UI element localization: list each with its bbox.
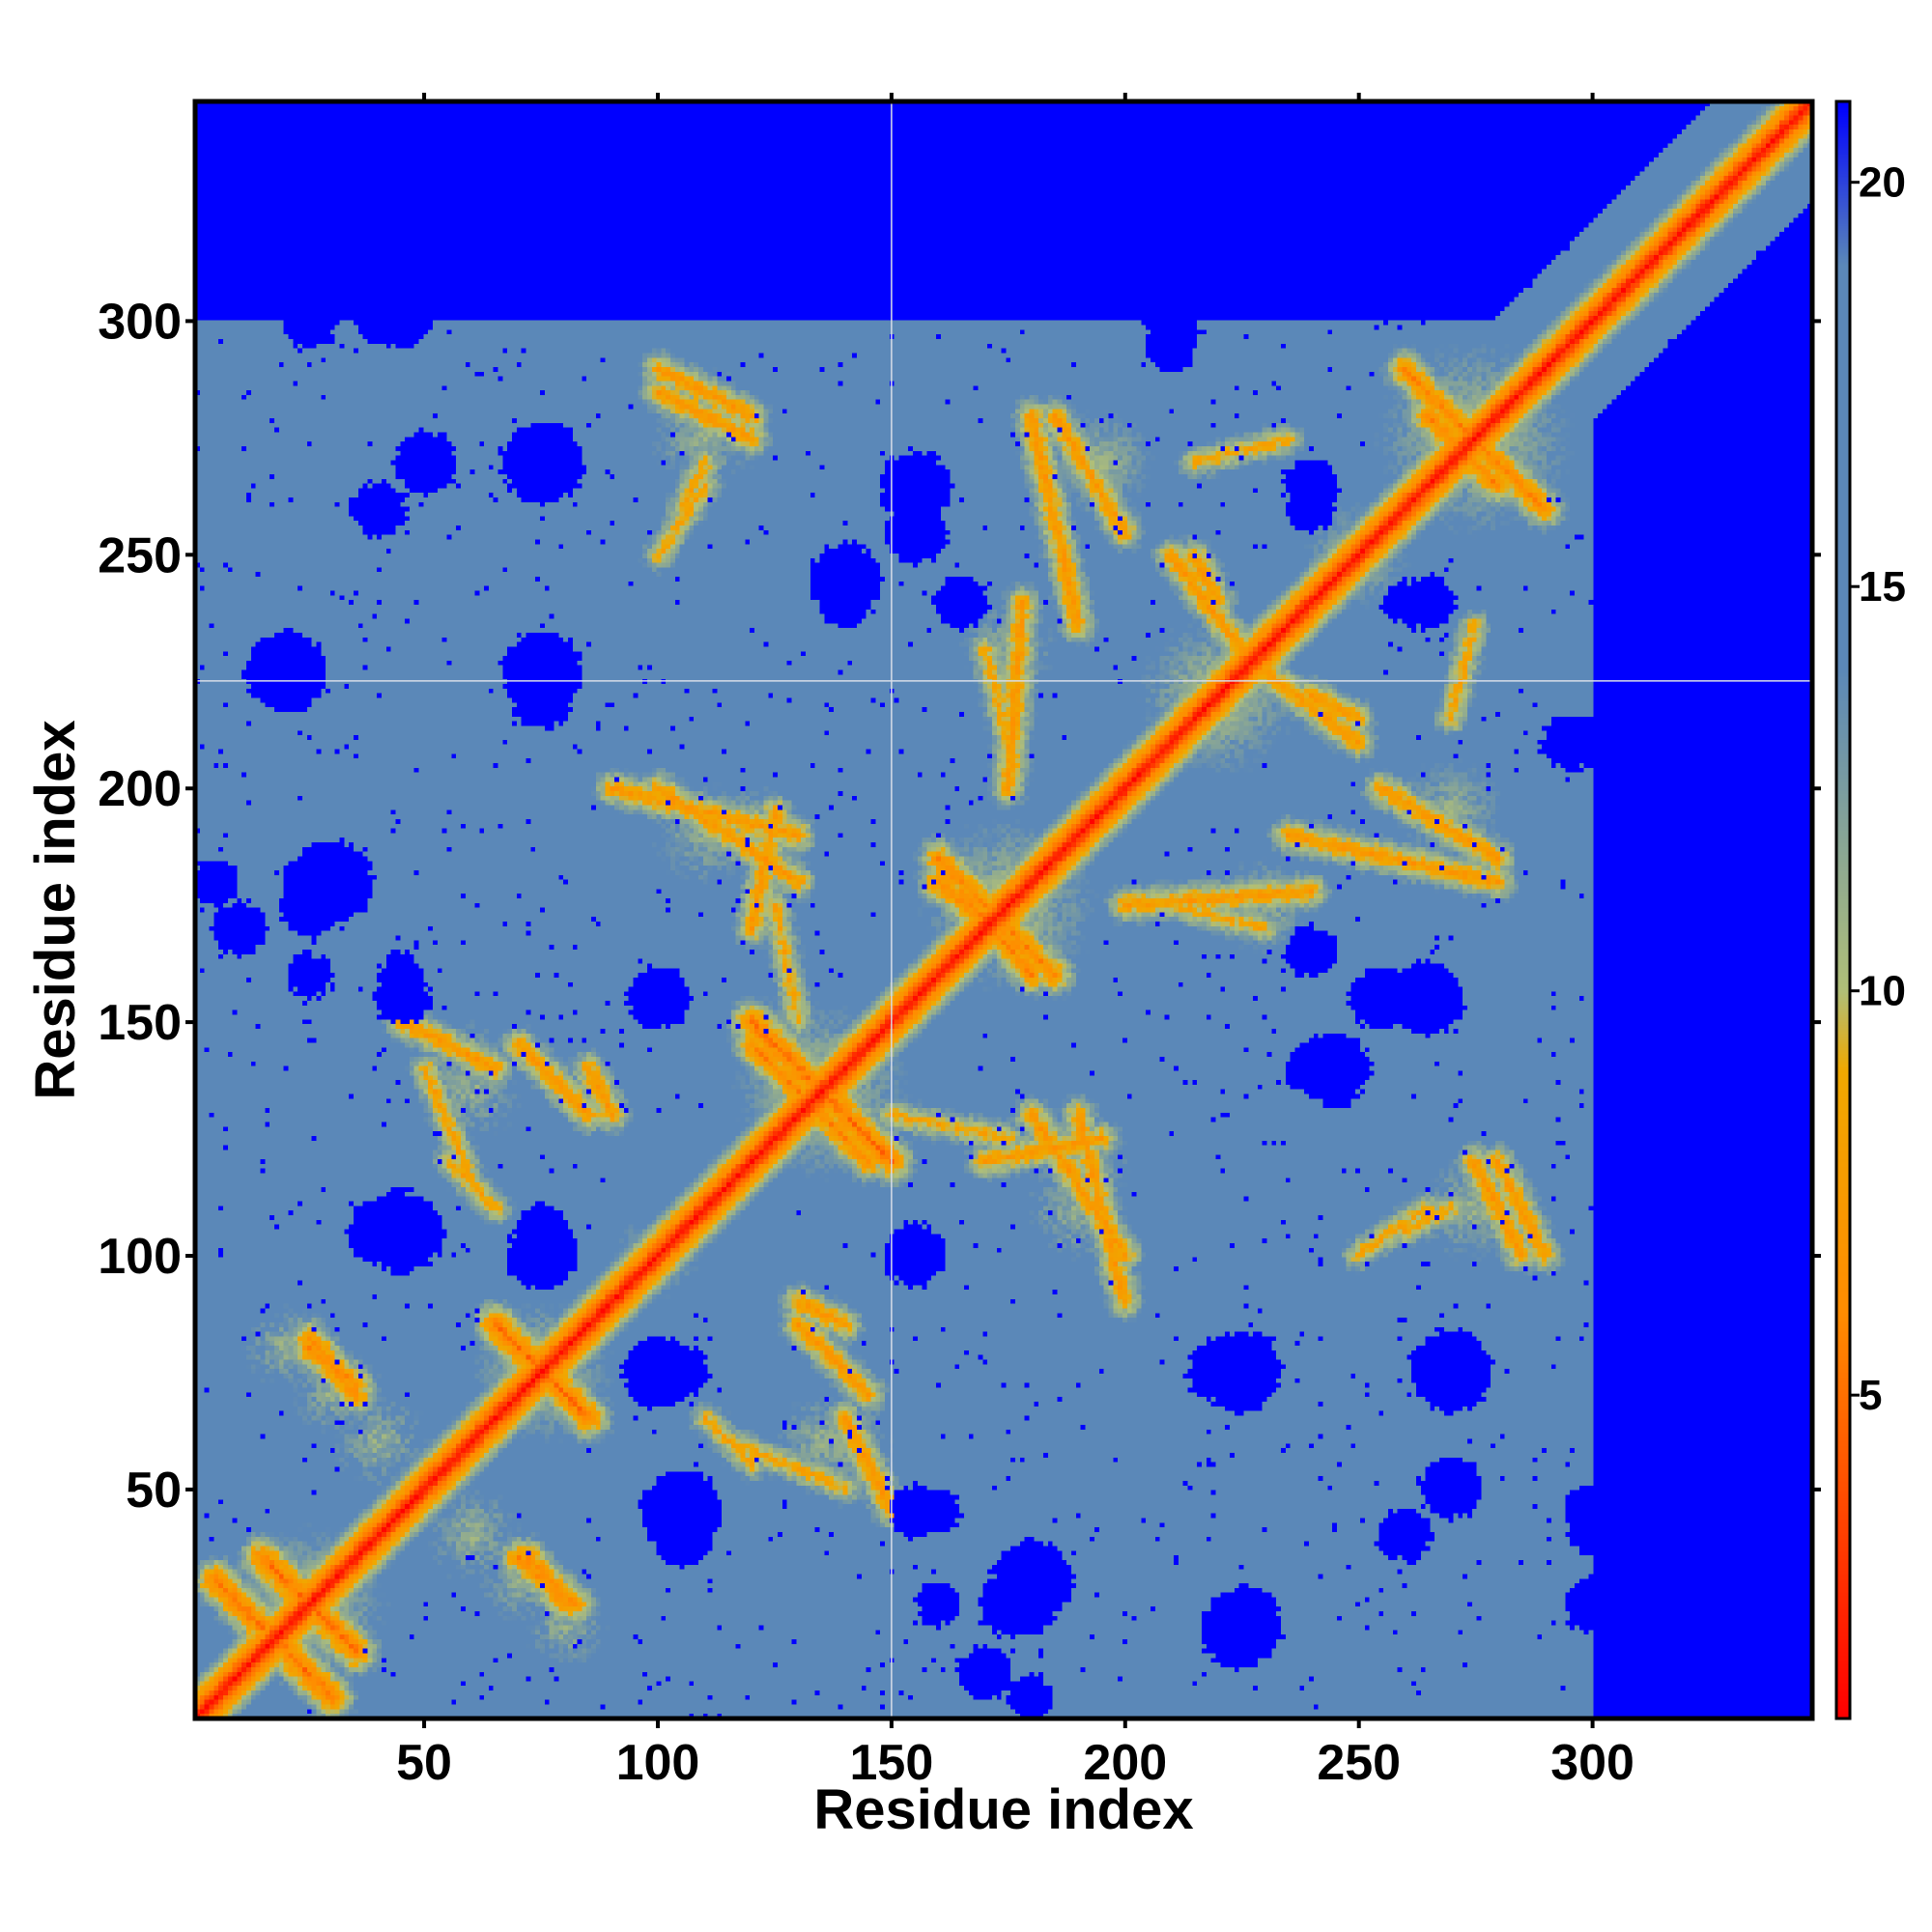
y-tick-label: 100 (98, 1229, 182, 1285)
colorbar-tick-label: 15 (1859, 563, 1906, 611)
colorbar-gradient (1836, 101, 1850, 1719)
x-tick-label: 150 (850, 1735, 934, 1791)
colorbar: 5 10 15 20 (1834, 99, 1906, 1720)
y-tick-label: 200 (98, 761, 182, 817)
heatmap-gap-lines (195, 101, 1812, 1719)
y-tick-label: 300 (98, 294, 182, 350)
y-axis-ticks: 50 100 150 200 250 300 (98, 294, 195, 1519)
right-axis-ticks (1812, 319, 1821, 1492)
x-tick-label: 100 (616, 1735, 700, 1791)
colorbar-tick-label: 20 (1859, 159, 1906, 207)
colorbar-tick-label: 5 (1859, 1372, 1882, 1419)
colorbar-tick-label: 10 (1859, 968, 1906, 1015)
heatmap-area (195, 101, 1812, 1719)
y-axis-label: Residue index (24, 720, 87, 1099)
colorbar-ticks: 5 10 15 20 (1850, 159, 1906, 1419)
y-tick-label: 150 (98, 995, 182, 1051)
plot-frame (192, 99, 1815, 1721)
colorbar-frame (1834, 99, 1852, 1720)
x-axis-ticks: 50 100 150 200 250 300 (396, 1719, 1634, 1791)
x-tick-label: 200 (1083, 1735, 1167, 1791)
x-tick-label: 300 (1550, 1735, 1634, 1791)
heatmap-image (195, 101, 1812, 1719)
top-axis-ticks (422, 93, 1595, 101)
x-tick-label: 250 (1317, 1735, 1401, 1791)
x-tick-label: 50 (396, 1735, 452, 1791)
y-tick-label: 250 (98, 527, 182, 583)
y-tick-label: 50 (126, 1463, 182, 1519)
x-axis-label: Residue index (813, 1778, 1193, 1841)
